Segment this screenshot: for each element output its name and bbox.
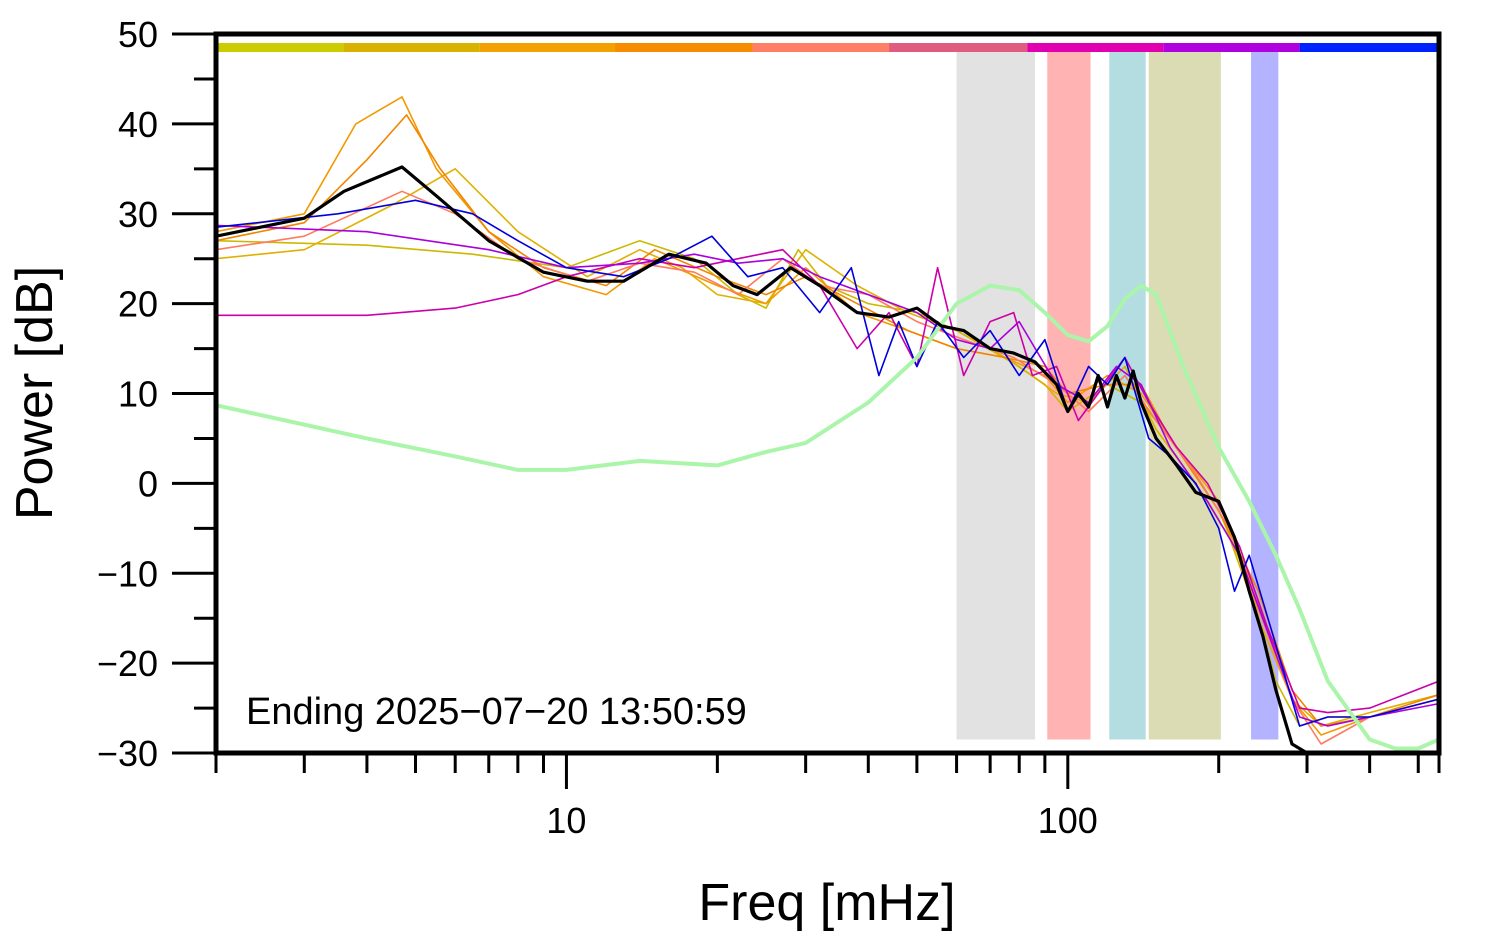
- time-bar-segment-3: [479, 43, 616, 52]
- series-line-8: [216, 199, 1439, 727]
- time-bar-segment-4: [615, 43, 753, 52]
- ending-timestamp-annotation: Ending 2025−07−20 13:50:59: [246, 691, 747, 733]
- time-bar-segment-6: [889, 43, 1028, 52]
- time-bar-segment-7: [1027, 43, 1164, 52]
- y-tick-label: −30: [97, 733, 158, 774]
- frequency-bands: [956, 51, 1279, 740]
- y-tick-label: 50: [118, 14, 158, 55]
- y-tick-label: 0: [138, 463, 158, 504]
- frequency-band-4: [1148, 51, 1221, 740]
- series-line-6: [216, 248, 1439, 714]
- x-tick-labels: 10 100: [546, 800, 1097, 841]
- y-tick-label: 40: [118, 104, 158, 145]
- y-tick-label: −20: [97, 643, 158, 684]
- axis-ticks: [172, 32, 1441, 789]
- y-axis-title: Power [dB]: [6, 266, 64, 520]
- time-color-bar: [216, 43, 1439, 52]
- time-bar-segment-8: [1163, 43, 1300, 52]
- x-tick-label: 10: [546, 800, 586, 841]
- series-line-9: [216, 283, 1439, 751]
- x-tick-label: 100: [1038, 800, 1098, 841]
- time-bar-segment-1: [216, 43, 344, 52]
- time-bar-segment-2: [343, 43, 480, 52]
- x-axis-title: Freq [mHz]: [698, 874, 955, 932]
- frequency-band-1: [956, 51, 1035, 740]
- time-bar-segment-5: [752, 43, 890, 52]
- series-line-10: [216, 165, 1439, 753]
- y-tick-labels: 50 40 30 20 10 0 −10 −20 −30: [97, 14, 158, 774]
- spectrum-series: [216, 96, 1439, 753]
- y-tick-label: 30: [118, 194, 158, 235]
- time-bar-segment-9: [1299, 43, 1439, 52]
- y-tick-label: 10: [118, 374, 158, 415]
- series-line-7: [216, 224, 1439, 727]
- y-tick-label: −10: [97, 553, 158, 594]
- y-tick-label: 20: [118, 284, 158, 325]
